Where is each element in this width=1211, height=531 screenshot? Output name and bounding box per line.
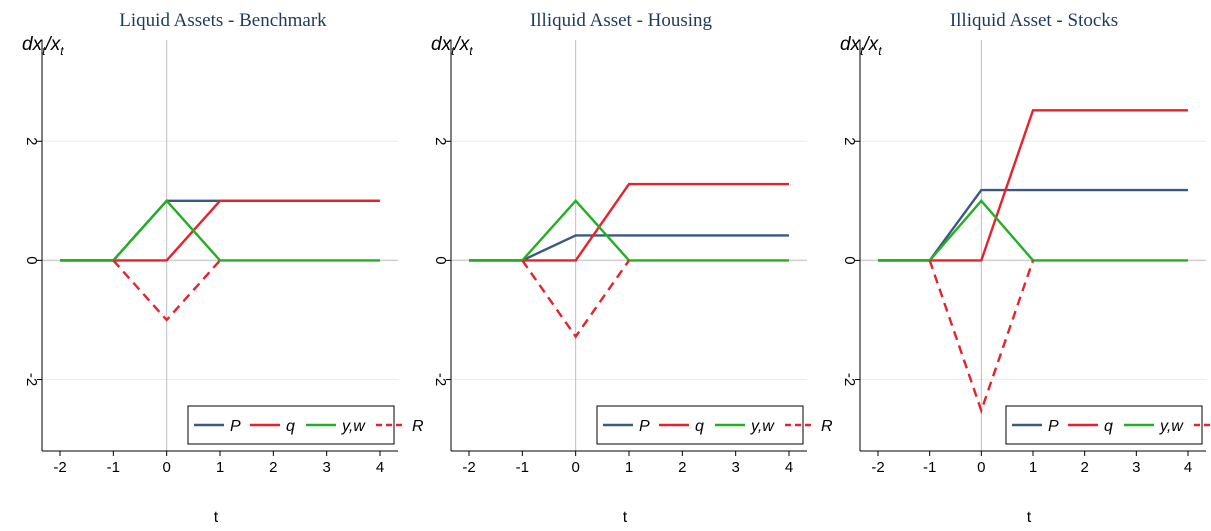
x-axis-label: t [214,509,219,526]
legend-label: q [1104,418,1113,435]
y-tick-label: 0 [432,256,449,264]
y-tick-label: 0 [841,256,858,264]
x-tick-label: 0 [571,459,579,476]
legend-label: q [286,418,295,435]
x-tick-label: -1 [516,459,529,476]
y-axis-label: dxt/xt [840,34,882,58]
x-tick-label: 0 [977,459,985,476]
legend-label: P [639,418,650,435]
series-line-q [469,182,789,262]
x-tick-label: 2 [269,459,277,476]
chart-title: Illiquid Asset - Housing [530,10,713,31]
series-line-r [928,260,1035,415]
x-tick-label: -1 [107,459,120,476]
chart-panel-3: Illiquid Asset - Stocks dxt/xt 2 0 -2 -2 -1 0 1 2… [840,10,1211,526]
x-tick-label: 1 [216,459,224,476]
legend-label: y,w [1159,418,1184,435]
x-tick-label: -2 [462,459,475,476]
legend-label: q [695,418,704,435]
x-tick-label: 4 [376,459,384,476]
x-tick-label: 1 [1029,459,1037,476]
chart-title: Illiquid Asset - Stocks [950,10,1118,31]
legend-label: R [821,418,833,435]
legend-label: P [230,418,241,435]
x-tick-label: -1 [923,459,936,476]
legend-label: y,w [341,418,366,435]
chart-panel-2: Illiquid Asset - Housing dxt/xt 2 0 -2 -2 -1 0 1… [431,10,833,526]
x-tick-label: -2 [53,459,66,476]
y-tick-label: 2 [23,137,40,145]
series-line-p [878,188,1188,262]
series-line-r [521,259,630,339]
legend-label: y,w [750,418,775,435]
series-line-q [60,199,380,262]
x-tick-label: 1 [625,459,633,476]
x-axis-label: t [1027,509,1032,526]
legend-label: P [1048,418,1059,435]
x-tick-label: 3 [731,459,739,476]
y-tick-label: -2 [841,373,858,386]
series-line-yw [469,199,789,262]
x-tick-label: 4 [1184,459,1192,476]
chart-panel-1: Liquid Assets - Benchmark dxt/xt 2 0 -2 -2 -1 0… [22,10,424,526]
x-tick-label: -2 [871,459,884,476]
y-tick-label: -2 [432,373,449,386]
x-tick-label: 3 [1132,459,1140,476]
y-tick-label: 0 [23,256,40,264]
x-tick-label: 3 [322,459,330,476]
y-tick-label: -2 [23,373,40,386]
legend: Pqy,wR [1005,405,1211,445]
y-tick-label: 2 [432,137,449,145]
series-line-r [112,259,221,322]
series-line-yw [60,199,380,262]
x-tick-label: 4 [785,459,793,476]
series-line-p [469,234,789,262]
y-tick-label: 2 [841,137,858,145]
x-tick-label: 2 [678,459,686,476]
y-axis-label: dxt/xt [431,34,473,58]
y-axis-label: dxt/xt [22,34,64,58]
x-tick-label: 2 [1080,459,1088,476]
legend-label: R [412,418,424,435]
chart-title: Liquid Assets - Benchmark [119,10,327,31]
x-tick-label: 0 [162,459,170,476]
series-line-q [878,109,1188,262]
x-axis-label: t [623,509,628,526]
series-line-p [60,199,380,262]
series-line-yw [878,198,1188,262]
